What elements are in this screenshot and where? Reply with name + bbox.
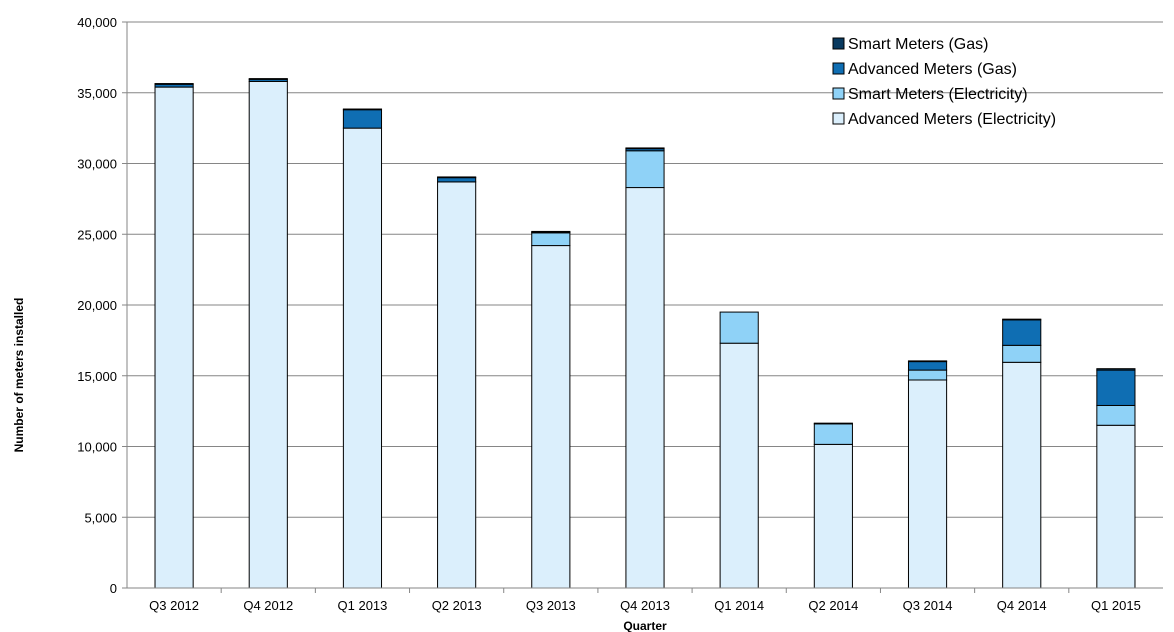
- legend-swatch: [832, 62, 845, 75]
- bar-segment: [342, 127, 383, 589]
- x-tick-label: Q3 2012: [149, 598, 199, 613]
- bar-segment: [154, 86, 194, 589]
- bar-segment: [154, 83, 194, 85]
- bar-segment: [248, 78, 288, 80]
- x-tick-label: Q1 2013: [338, 598, 388, 613]
- legend-swatch: [832, 87, 845, 100]
- bar-segment: [342, 109, 383, 129]
- legend-entry: Advanced Meters (Electricity): [848, 111, 1056, 128]
- bar-segment: [1096, 369, 1136, 406]
- bar-segment: [437, 177, 477, 183]
- y-tick-label: 15,000: [77, 369, 117, 384]
- x-tick-label: Q4 2012: [243, 598, 293, 613]
- bar-segment: [437, 176, 477, 179]
- bar-segment: [907, 360, 948, 363]
- bar-segment: [907, 361, 948, 371]
- bar-segment: [719, 342, 759, 589]
- bar-segment: [1002, 319, 1042, 346]
- x-tick-label: Q4 2014: [997, 598, 1047, 613]
- bar-segment: [625, 187, 665, 589]
- y-tick-label: 10,000: [77, 440, 117, 455]
- bar-segment: [531, 245, 571, 589]
- bar-segment: [907, 369, 948, 381]
- x-tick-label: Q3 2014: [903, 598, 953, 613]
- x-tick-label: Q1 2014: [714, 598, 764, 613]
- legend-entry: Advanced Meters (Gas): [848, 61, 1017, 78]
- y-tick-labels: 0 5,000 10,000 15,000 20,000 25,000 30,000 35,0…: [77, 15, 117, 596]
- bar-segment: [1002, 344, 1042, 363]
- x-axis-title: Quarter: [623, 619, 667, 632]
- x-tick-label: Q2 2014: [808, 598, 858, 613]
- bar-segment: [1096, 368, 1136, 371]
- bar-segment: [248, 80, 288, 589]
- y-tick-label: 20,000: [77, 298, 117, 313]
- bar-segment: [1096, 424, 1136, 589]
- axes: [126, 22, 1163, 593]
- y-tick-label: 0: [110, 581, 117, 596]
- bar-segment: [813, 422, 853, 425]
- bars: [154, 78, 1136, 589]
- bar-segment: [1002, 361, 1042, 589]
- bar-segment: [531, 230, 571, 233]
- x-tick-labels: Q3 2012 Q4 2012 Q1 2013 Q2 2013 Q3 2013 Q4 20…: [149, 598, 1141, 613]
- legend: Smart Meters (Gas) Advanced Meters (Gas) S…: [832, 36, 1056, 128]
- x-tick-label: Q4 2013: [620, 598, 670, 613]
- bar-segment: [1002, 318, 1042, 321]
- legend-swatch: [832, 112, 845, 125]
- legend-entry: Smart Meters (Gas): [848, 36, 988, 53]
- y-tick-label: 35,000: [77, 86, 117, 101]
- y-tick-label: 30,000: [77, 157, 117, 172]
- legend-entry: Smart Meters (Electricity): [848, 86, 1028, 103]
- bar-segment: [625, 150, 665, 189]
- legend-swatch: [832, 37, 845, 50]
- bar-segment: [1096, 404, 1136, 426]
- y-tick-label: 40,000: [77, 15, 117, 30]
- bar-segment: [813, 443, 853, 589]
- bar-segment: [813, 423, 853, 445]
- bar-segment: [342, 108, 383, 111]
- x-tick-label: Q3 2013: [526, 598, 576, 613]
- bar-segment: [719, 311, 759, 344]
- x-tick-label: Q2 2013: [432, 598, 482, 613]
- y-axis-title: Number of meters installed: [12, 298, 26, 453]
- y-tick-label: 25,000: [77, 227, 117, 242]
- bar-segment: [437, 181, 477, 589]
- bar-segment: [907, 379, 948, 589]
- bar-segment: [625, 147, 665, 150]
- y-tick-label: 5,000: [84, 510, 117, 525]
- bar-segment: [531, 232, 571, 247]
- x-tick-label: Q1 2015: [1091, 598, 1141, 613]
